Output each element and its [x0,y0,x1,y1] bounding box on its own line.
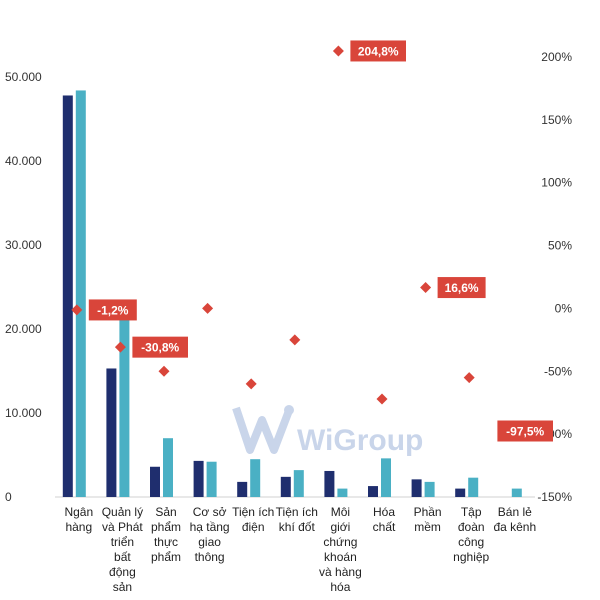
category-label: Cơ sở hạ tầng giao thông [190,505,230,564]
left-tick-label: 30.000 [5,238,42,252]
bar-light [119,312,130,497]
pct-marker [71,304,83,316]
watermark-dot [284,405,294,415]
callout-label: 16,6% [445,281,479,295]
bar-light [293,470,304,497]
bar-dark [411,479,422,497]
callout-box [497,420,553,442]
left-tick-label: 10.000 [5,406,42,420]
right-tick-label: 0% [555,301,573,315]
bar-light [468,477,479,497]
bar-dark [150,466,160,497]
bar-dark [324,470,335,497]
category-label: Phần mềm [414,505,442,534]
category-label: Tiện ích điện [232,505,274,534]
bar-dark [62,95,73,497]
callout-box [350,40,406,62]
bar-dark [193,460,204,497]
left-tick-label: 40.000 [5,154,42,168]
pct-marker [332,45,344,57]
bar-dark [237,481,248,497]
right-tick-label: 100% [541,176,572,190]
bar-dark [280,476,291,497]
markers-group [71,45,519,437]
bar-light [511,488,522,497]
category-label: Sản phẩm thực phẩm [151,505,181,564]
watermark-text: WiGroup [297,424,423,457]
left-tick-label: 50.000 [5,70,42,84]
callout-box [132,336,188,358]
bar-dark [368,486,378,497]
pct-marker [158,365,170,377]
category-labels: Ngân hàng Quản lý và Phát triển bất động sảnSản… [64,505,536,594]
category-label: Tiện ích khí đốt [276,505,318,534]
pct-marker [289,334,301,346]
bar-light [250,459,261,497]
category-label: Tập đoàn công nghiệp [453,505,489,564]
bar-light [163,438,173,497]
category-label: Hóa chất [373,505,396,534]
bar-light [381,458,391,497]
pct-marker [463,372,475,384]
pct-marker [420,282,432,294]
callouts-group: -1,2% -30,8% 204,8% 16,6% -97,5% [88,40,553,442]
bar-light [337,488,348,497]
right-tick-label: 200% [541,50,572,64]
bar-light [424,481,435,497]
bars-group [62,90,522,497]
callout-label: 204,8% [358,44,399,58]
bar-light [75,90,86,497]
callout-label: -97,5% [506,425,544,439]
category-label: Ngân hàng [64,505,93,534]
bar-dark [106,368,117,497]
category-label: Môi giới chứng khoán và hàng hóa [319,505,362,594]
bar-dark [455,488,466,497]
bar-light [206,461,217,497]
pct-marker [114,341,126,353]
right-tick-label: 50% [548,239,572,253]
callout-label: -30,8% [141,341,179,355]
left-axis: 0 10.000 20.000 30.000 40.000 50.000 [5,70,42,504]
left-tick-label: 20.000 [5,322,42,336]
callout-box [437,277,486,299]
right-tick-label: -150% [537,490,572,504]
right-tick-label: -50% [544,364,572,378]
pct-marker [245,378,257,390]
pct-marker [202,302,214,314]
callout-label: -1,2% [97,303,129,317]
watermark-w-mark [232,406,294,454]
left-tick-label: 0 [5,490,12,504]
watermark-logo: WiGroup [232,405,423,457]
pct-marker [376,393,388,405]
callout-box [88,299,137,321]
category-label: Quản lý và Phát triển bất động sản [102,505,144,594]
right-tick-label: 150% [541,113,572,127]
category-label: Bán lẻ đa kênh [493,505,536,534]
